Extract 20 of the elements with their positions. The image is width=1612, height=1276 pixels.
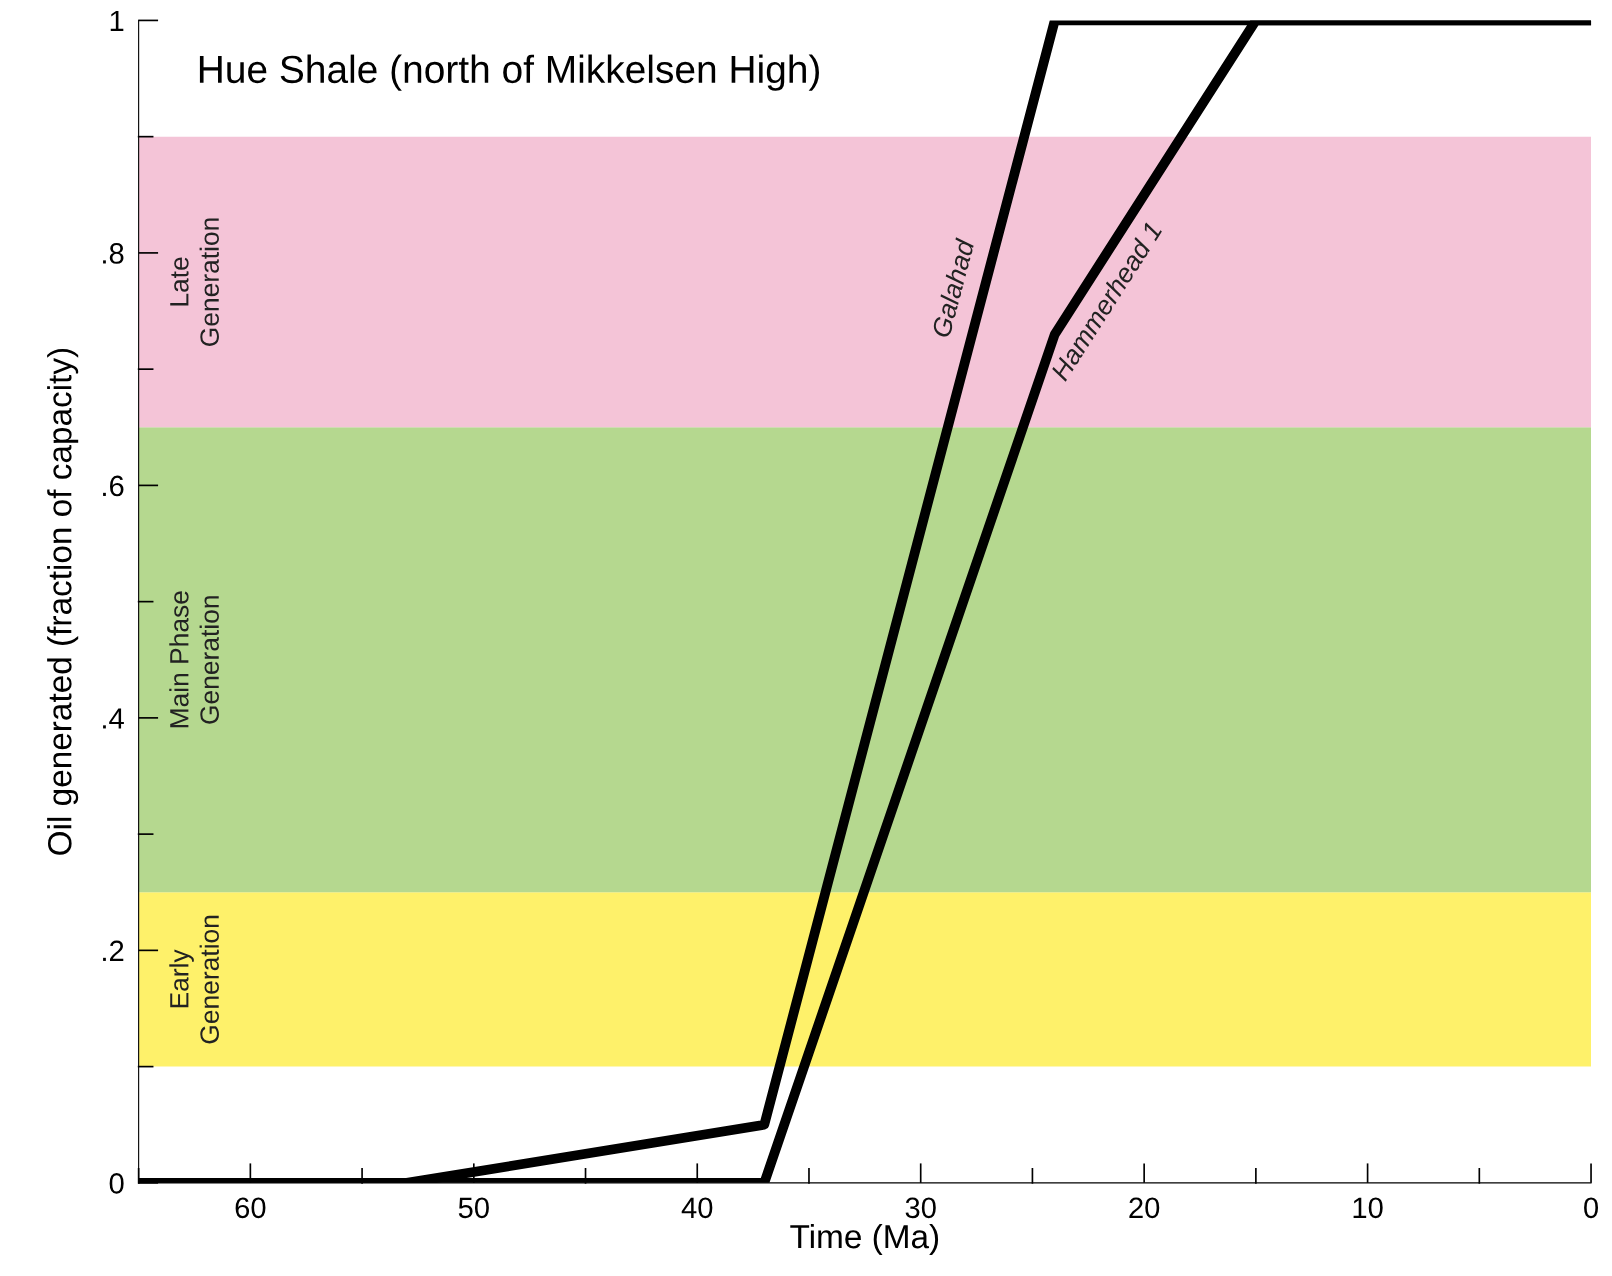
y-tick-label: .6	[103, 475, 124, 497]
y-tick-label: 0	[109, 1173, 124, 1194]
text: Galahad	[930, 237, 975, 339]
y-axis-title: Oil generated (fraction of capacity)	[47, 348, 79, 855]
y-tick-label: .2	[103, 940, 124, 961]
x-axis-title: Time (Ma)	[790, 1223, 939, 1255]
y-tick-label: .8	[103, 243, 124, 264]
y-tick-label: 1	[110, 10, 124, 31]
x-tick-label: 30	[905, 1197, 936, 1219]
x-tick-label: 40	[681, 1197, 713, 1219]
band-label: Early Generation	[169, 915, 219, 1044]
text: Hue Shale (north of Mikkelsen High)	[199, 54, 819, 91]
y-tick-label: .4	[103, 708, 124, 729]
x-tick-label: 60	[235, 1197, 266, 1219]
x-tick-label: 10	[1353, 1197, 1383, 1219]
x-tick-label: 50	[458, 1197, 489, 1219]
x-tick-label: 0	[1584, 1197, 1599, 1219]
x-tick-label: 20	[1129, 1197, 1160, 1219]
band-label: Late Generation	[170, 218, 219, 346]
band-label: Main Phase Generation	[169, 591, 219, 728]
